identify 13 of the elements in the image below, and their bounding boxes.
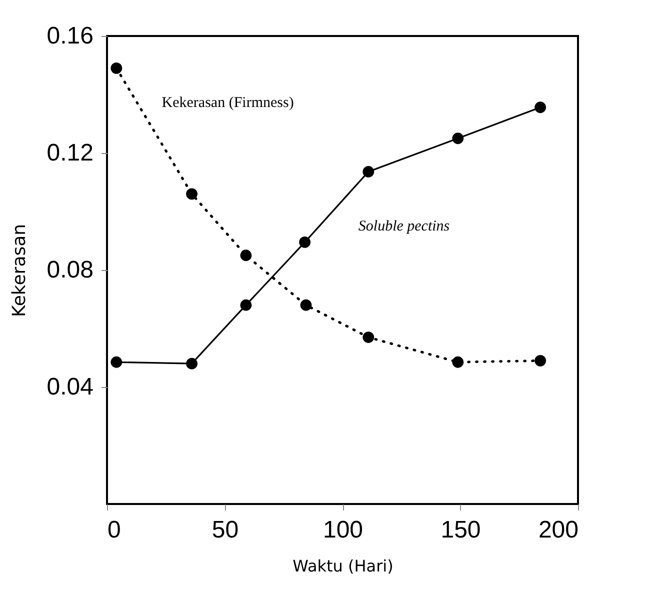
y-tick-label: 0.16 — [46, 22, 94, 50]
x-axis-title: Waktu (Hari) — [292, 556, 394, 576]
y-tick-label: 0.12 — [46, 140, 94, 166]
x-tick-label: 150 — [440, 516, 481, 544]
y-axis-title: Kekerasan — [8, 224, 30, 318]
y-tick-label: 0.04 — [46, 374, 94, 400]
x-tick-label: 200 — [538, 516, 578, 544]
x-tick-label: 100 — [322, 516, 364, 544]
y-tick-label: 0.08 — [46, 256, 94, 284]
series-label: Soluble pectins — [358, 218, 450, 235]
x-tick-label: 0 — [108, 516, 121, 544]
series-label: Kekerasan (Firmness) — [162, 94, 294, 111]
x-tick-label: 50 — [212, 516, 239, 544]
